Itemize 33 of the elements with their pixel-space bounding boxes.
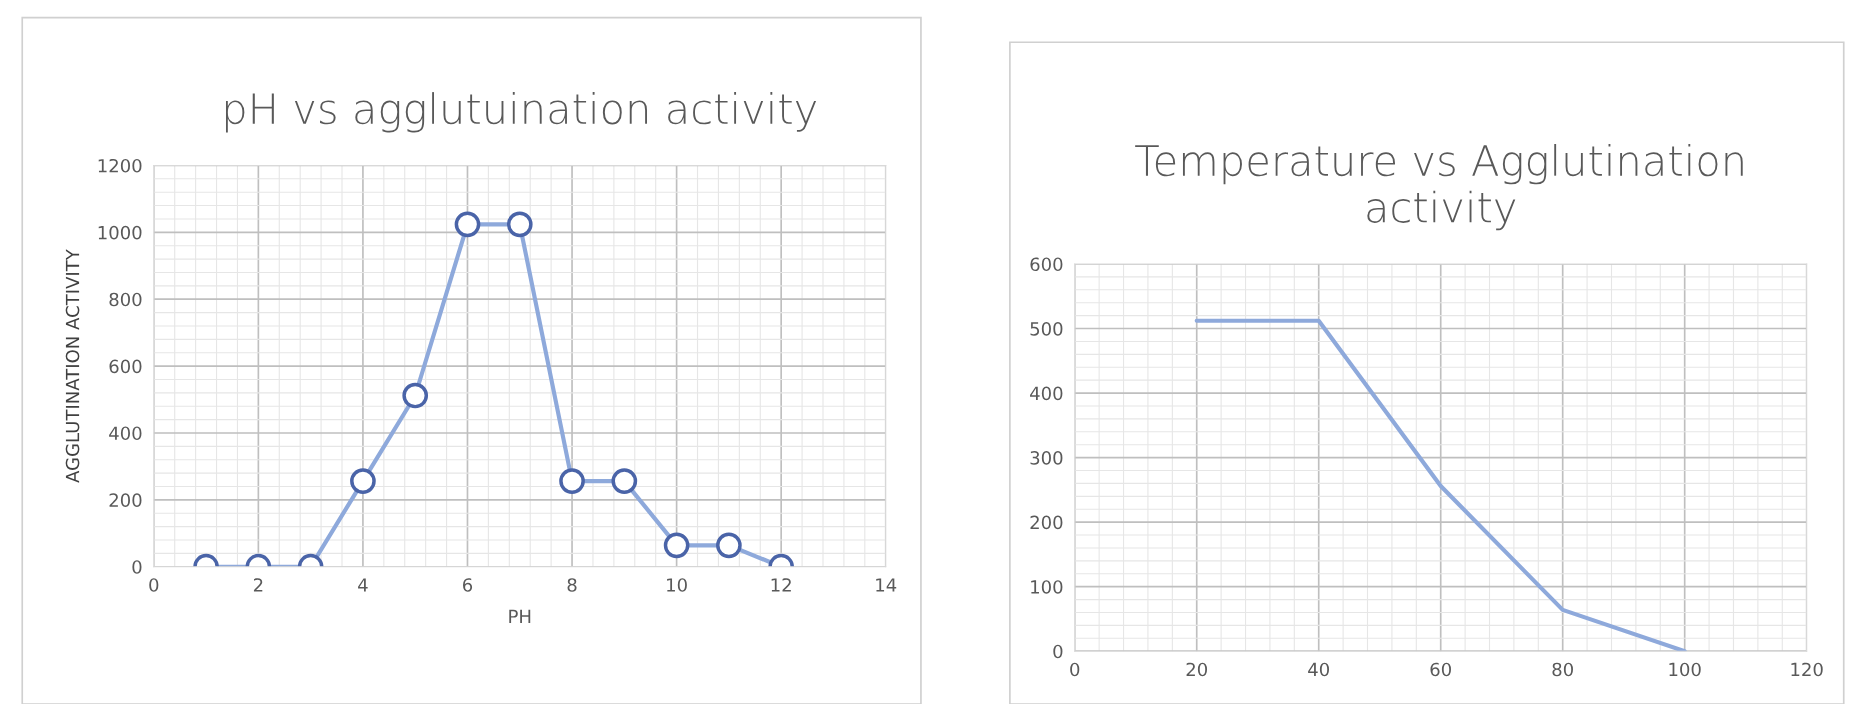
x-tick-label: 60 [1430, 662, 1451, 677]
x-tick-label: 0 [1070, 662, 1080, 677]
y-tick-label: 200 [1030, 515, 1063, 530]
x-tick-label: 4 [358, 578, 368, 592]
y-axis-title: AGGLUTINATION ACTIVITY [65, 249, 80, 483]
y-tick-label: 1000 [98, 225, 142, 240]
y-tick-label: 600 [1030, 257, 1063, 272]
y-tick-label: 400 [1030, 386, 1063, 401]
x-tick-label: 120 [1791, 662, 1823, 677]
y-tick-label: 500 [1030, 321, 1063, 336]
y-tick-label: 200 [109, 493, 142, 507]
y-tick-label: 1200 [98, 158, 142, 173]
x-tick-label: 10 [667, 578, 687, 592]
chart-title: Temperature vs Agglutination activity [1135, 144, 1743, 231]
line-series [1194, 318, 1687, 652]
y-tick-label: 0 [132, 560, 142, 574]
x-tick-label: 6 [463, 578, 473, 592]
x-tick-label: 40 [1308, 662, 1330, 677]
x-tick-label: 0 [149, 578, 159, 592]
chart-title: pH vs agglutuination activity [225, 92, 817, 133]
x-tick-label: 20 [1186, 662, 1208, 677]
x-tick-label: 80 [1552, 662, 1573, 677]
x-tick-label: 100 [1669, 662, 1701, 677]
x-tick-label: 14 [876, 578, 897, 592]
y-tick-label: 0 [1053, 644, 1063, 659]
x-tick-label: 2 [253, 578, 263, 592]
y-tick-label: 600 [109, 359, 142, 374]
y-tick-label: 400 [109, 426, 142, 441]
x-tick-label: 8 [567, 578, 577, 592]
x-tick-label: 12 [771, 578, 791, 592]
y-tick-label: 800 [109, 292, 142, 307]
y-tick-label: 300 [1030, 451, 1063, 465]
x-axis-title: PH [509, 609, 531, 623]
